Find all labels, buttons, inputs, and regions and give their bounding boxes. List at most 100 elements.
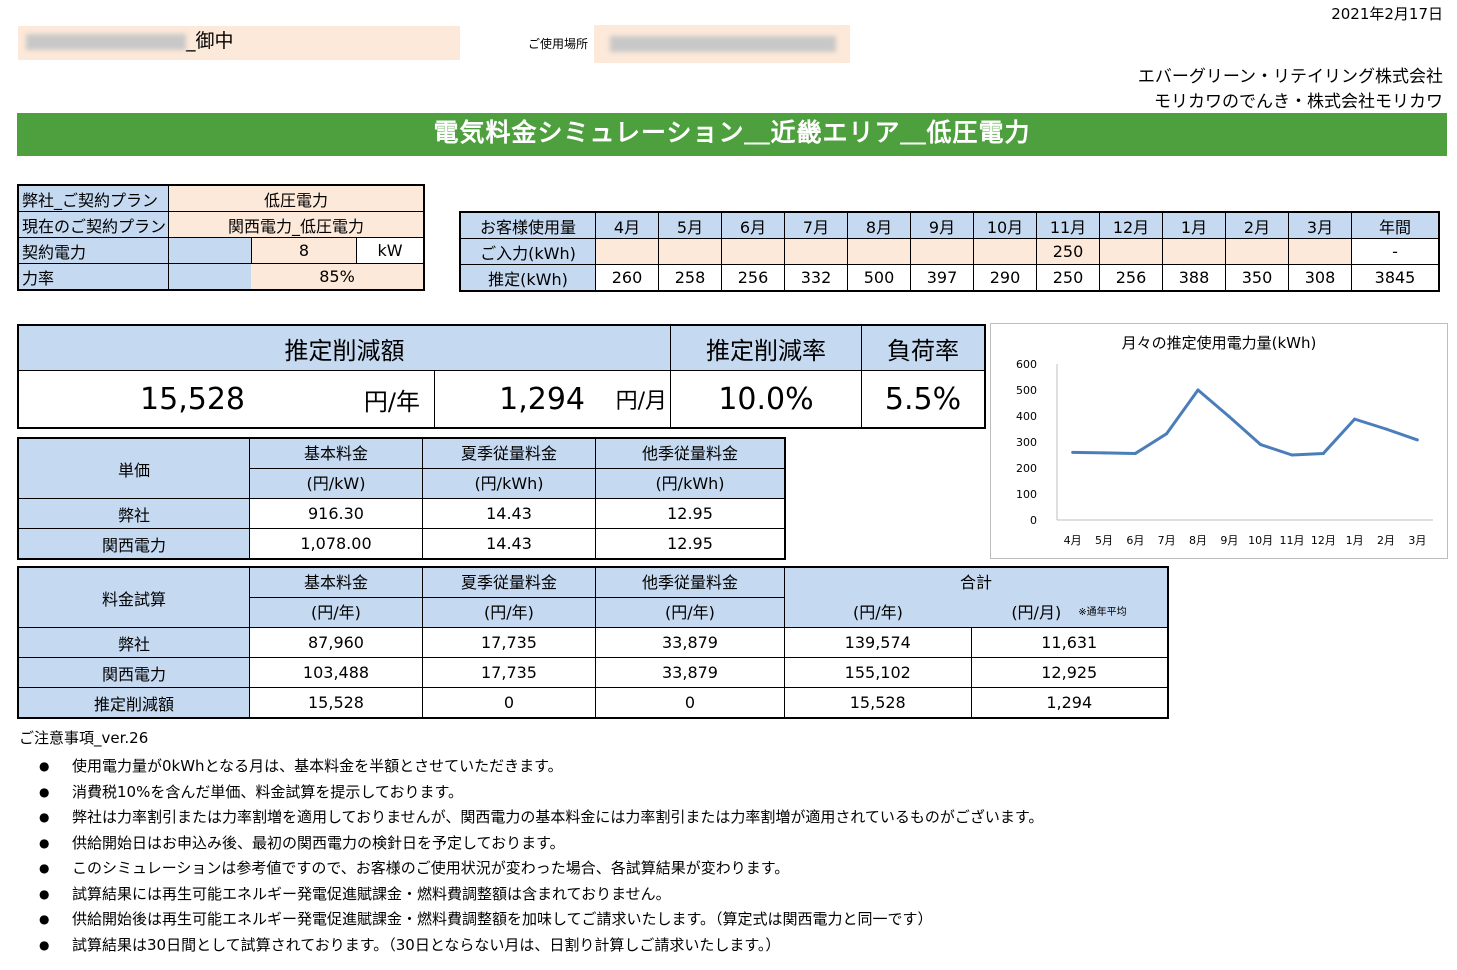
reduction-amount-header: 推定削減額 (17, 324, 671, 371)
month-header: 8月 (847, 211, 911, 239)
current-plan-value: 関西電力_低圧電力 (168, 211, 425, 238)
month-header: 3月 (1288, 211, 1352, 239)
input-kwh-cell[interactable] (721, 238, 785, 265)
y-tick-label: 100 (1016, 488, 1037, 501)
calc-row-name: 推定削減額 (17, 687, 250, 719)
month-header: 7月 (784, 211, 848, 239)
month-header: 年間 (1351, 211, 1440, 239)
usage-data-point (1259, 443, 1263, 447)
calc-cell: 17,735 (422, 657, 596, 688)
redacted-customer-name (26, 33, 186, 50)
estimate-kwh-cell: 332 (784, 264, 848, 292)
usage-data-point (1321, 451, 1325, 455)
notes-list: ● 使用電力量が0kWhとなる月は、基本料金を半額とさせていただきます。 ● 消費税1… (19, 754, 1043, 958)
page-title: 電気料金シミュレーション＿近畿エリア＿低圧電力 (17, 113, 1447, 156)
calc-total-month-unit: (円/月) (1011, 602, 1062, 622)
input-kwh-cell[interactable] (1162, 238, 1226, 265)
power-factor-row: 85% (168, 263, 425, 291)
estimate-kwh-cell: 397 (910, 264, 974, 292)
calc-cell: 33,879 (595, 627, 785, 658)
calc-cell: 11,631 (970, 627, 1169, 658)
x-tick-label: 7月 (1158, 534, 1176, 547)
note-item: ● 試算結果は30日間として試算されております。（30日とならない月は、日割り計算… (19, 933, 1043, 959)
bullet-icon: ● (39, 937, 50, 952)
yearly-reduction-value: 15,528 (17, 370, 260, 429)
input-kwh-cell[interactable] (595, 238, 659, 265)
x-tick-label: 11月 (1280, 534, 1305, 547)
up-cell: 14.43 (422, 528, 596, 560)
bullet-icon: ● (39, 835, 50, 850)
contract-table: 弊社_ご契約プラン 低圧電力 現在のご契約プラン 関西電力_低圧電力 契約電力 … (17, 184, 425, 291)
up-summer-header: 夏季従量料金 (422, 437, 596, 469)
x-tick-label: 12月 (1311, 534, 1336, 547)
contract-power-label: 契約電力 (17, 237, 169, 264)
input-kwh-cell[interactable] (910, 238, 974, 265)
note-item: ● このシミュレーションは参考値ですので、お客様のご使用状況が変わった場合、各試算… (19, 856, 1043, 882)
x-tick-label: 6月 (1126, 534, 1144, 547)
up-other-header: 他季従量料金 (595, 437, 786, 469)
input-kwh-cell[interactable]: 250 (1036, 238, 1100, 265)
estimate-kwh-cell: 290 (973, 264, 1037, 292)
summary-table: 推定削減額 推定削減率 負荷率 15,528 円/年 1,294 円/月 10.… (17, 324, 986, 429)
calc-cell: 17,735 (422, 627, 596, 658)
calc-other-header: 他季従量料金 (595, 566, 785, 598)
usage-data-point (1227, 415, 1231, 419)
x-tick-label: 1月 (1346, 534, 1364, 547)
company-name-1: エバーグリーン・リテイリング株式会社 (1137, 67, 1443, 87)
x-tick-label: 10月 (1248, 534, 1273, 547)
input-kwh-cell[interactable] (658, 238, 722, 265)
up-cell: 12.95 (595, 498, 786, 529)
usage-data-point (1415, 438, 1419, 442)
estimate-kwh-cell: 308 (1288, 264, 1352, 292)
input-kwh-cell[interactable] (784, 238, 848, 265)
power-factor-spacer (169, 264, 251, 289)
usage-data-point (1353, 417, 1357, 421)
chart-title: 月々の推定使用電力量(kWh) (1122, 334, 1317, 352)
fee-calc-label: 料金試算 (17, 566, 250, 628)
usage-data-point (1196, 388, 1200, 392)
estimate-kwh-cell: 350 (1225, 264, 1289, 292)
up-cell: 1,078.00 (249, 528, 423, 560)
document-date: 2021年2月17日 (1331, 5, 1443, 23)
calc-total-header: 合計 (784, 566, 1169, 598)
input-kwh-cell[interactable] (847, 238, 911, 265)
calc-cell: 1,294 (970, 687, 1169, 719)
monthly-usage-chart: 月々の推定使用電力量(kWh) 0 100 200 300 400 500 600 4月 5月 6… (990, 323, 1448, 559)
month-header: 5月 (658, 211, 722, 239)
input-kwh-cell[interactable]: - (1351, 238, 1440, 265)
reduction-rate-header: 推定削減率 (670, 324, 862, 371)
note-item: ● 供給開始後は再生可能エネルギー発電促進賦課金・燃料費調整額を加味してご請求いた… (19, 907, 1043, 933)
power-factor-label: 力率 (17, 263, 169, 291)
x-tick-label: 3月 (1408, 534, 1426, 547)
load-factor-value: 5.5% (861, 370, 986, 429)
x-tick-label: 5月 (1095, 534, 1113, 547)
y-tick-label: 600 (1016, 358, 1037, 371)
input-kwh-label: ご入力(kWh) (459, 238, 596, 265)
bullet-icon: ● (39, 861, 50, 875)
power-factor-value: 85% (251, 264, 423, 289)
calc-total-month-unit-cell: (円/月) ※通年平均 (971, 597, 1169, 628)
x-tick-label: 9月 (1220, 534, 1238, 547)
calc-cell: 15,528 (249, 687, 423, 719)
customer-suffix: _御中 (186, 30, 234, 52)
usage-series-line (1072, 388, 1418, 457)
bullet-icon: ● (39, 759, 50, 773)
input-kwh-cell[interactable] (973, 238, 1037, 265)
month-header: 12月 (1099, 211, 1163, 239)
input-kwh-cell[interactable] (1288, 238, 1352, 265)
input-kwh-cell[interactable] (1099, 238, 1163, 265)
usage-data-point (1165, 432, 1169, 436)
usage-place-box (594, 25, 850, 63)
power-factor-label-text: 力率 (22, 268, 55, 288)
month-header: 6月 (721, 211, 785, 239)
y-tick-label: 0 (1030, 514, 1037, 527)
usage-data-point (1290, 453, 1294, 457)
calc-cell: 155,102 (784, 657, 972, 688)
bullet-icon: ● (39, 784, 50, 799)
input-kwh-cell[interactable] (1225, 238, 1289, 265)
estimate-kwh-cell: 3845 (1351, 264, 1440, 292)
note-text: このシミュレーションは参考値ですので、お客様のご使用状況が変わった場合、各試算結… (72, 859, 790, 877)
up-row-name: 関西電力 (17, 528, 250, 560)
calc-summer-unit: (円/年) (422, 597, 596, 628)
chart-svg: 月々の推定使用電力量(kWh) 0 100 200 300 400 500 600 4月 5月 6… (1016, 334, 1433, 547)
